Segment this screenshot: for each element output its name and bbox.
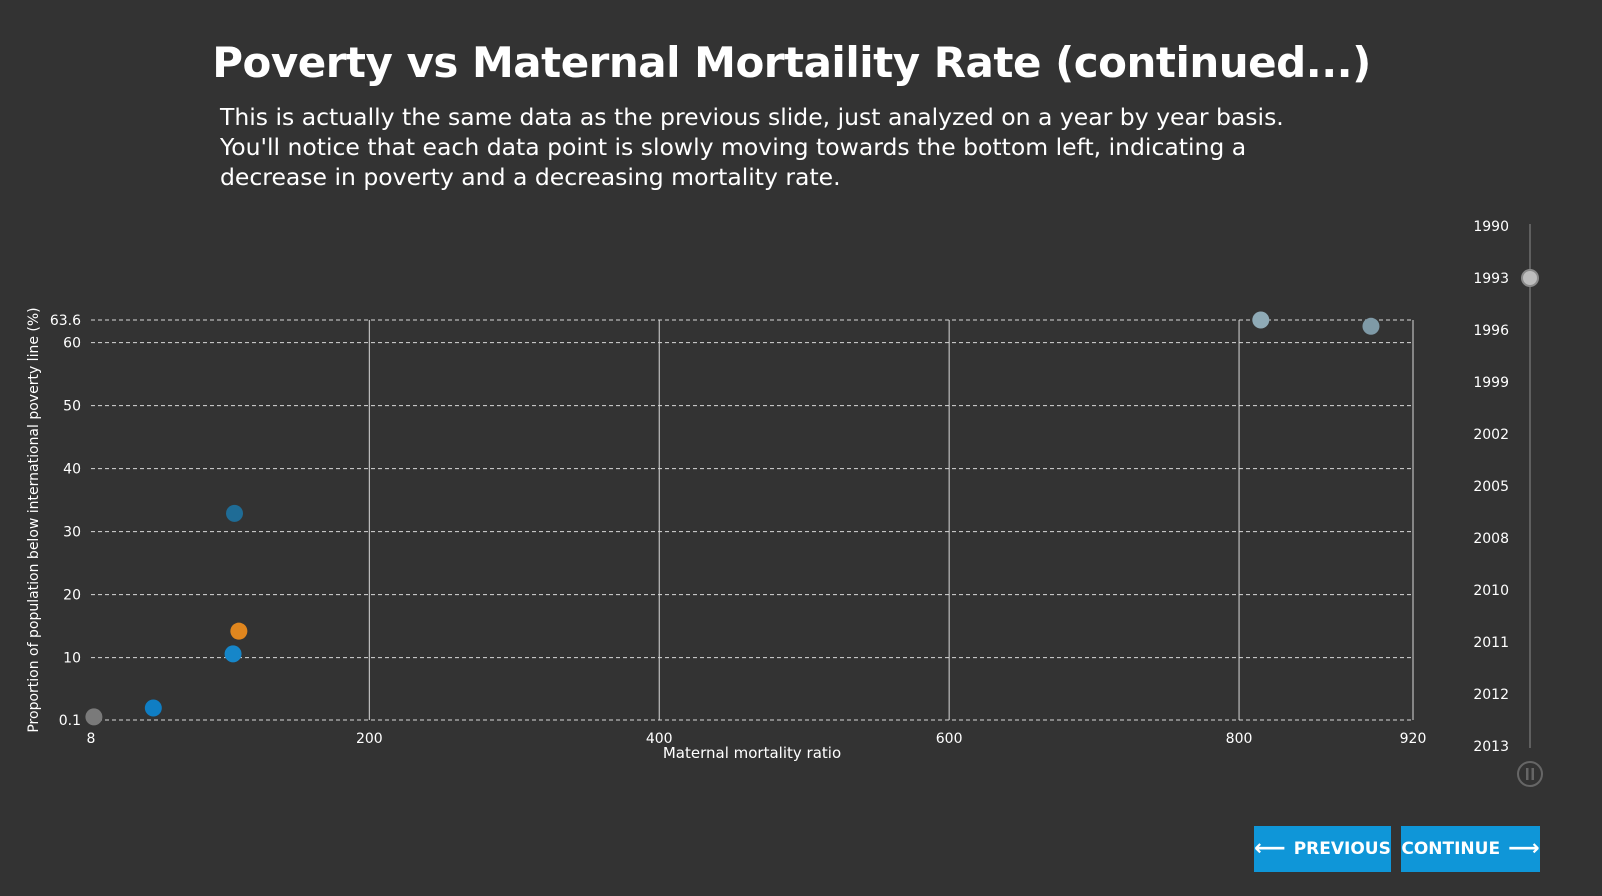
arrow-right-icon: ⟶ [1508,836,1540,861]
data-point[interactable] [224,645,242,663]
year-label[interactable]: 1999 [1473,375,1509,391]
y-tick-label: 40 [63,462,81,478]
page-description: This is actually the same data as the pr… [220,103,1284,191]
y-tick-label: 63.6 [50,313,81,329]
year-label[interactable]: 2002 [1473,427,1509,443]
pause-icon[interactable] [1517,761,1543,787]
data-point[interactable] [1252,311,1270,329]
y-tick-label: 10 [63,651,81,667]
chart-points [85,311,1380,726]
y-axis-label: Proportion of population below internati… [26,307,42,732]
page-title: Poverty vs Maternal Mortaility Rate (con… [212,38,1371,87]
y-tick-label: 20 [63,588,81,604]
x-tick-label: 600 [936,731,963,747]
y-tick-label: 0.1 [59,713,81,729]
y-tick-label: 60 [63,336,81,352]
continue-button-label: CONTINUE [1401,839,1501,859]
x-tick-label: 920 [1400,731,1427,747]
data-point[interactable] [230,622,248,640]
x-tick-label: 200 [356,731,383,747]
chart-grid [91,319,1414,721]
year-label[interactable]: 2012 [1473,687,1509,703]
y-tick-label: 50 [63,399,81,415]
year-label[interactable]: 1993 [1473,271,1509,287]
x-tick-label: 400 [646,731,673,747]
year-label[interactable]: 1990 [1473,219,1509,235]
data-point[interactable] [144,699,162,717]
year-slider[interactable]: 1990 1993 1996 1999 2002 2005 2008 2010 2011 2012… [1473,219,1539,755]
data-point[interactable] [226,504,244,522]
x-tick-label: 800 [1226,731,1253,747]
continue-button[interactable]: CONTINUE ⟶ [1401,826,1540,872]
y-tick-label: 30 [63,525,81,541]
year-label[interactable]: 2011 [1473,635,1509,651]
previous-button[interactable]: ⟵ PREVIOUS [1254,826,1391,872]
pause-button[interactable] [1517,761,1543,787]
chart-ticks: 8 200 400 600 800 920 0.1 10 20 30 40 50 60 63.6 [50,313,1427,747]
year-label[interactable]: 2013 [1473,739,1509,755]
x-tick-label: 8 [87,731,96,747]
data-point[interactable] [1362,317,1380,335]
previous-button-label: PREVIOUS [1293,839,1391,859]
slider-handle[interactable] [1521,269,1539,287]
year-label[interactable]: 1996 [1473,323,1509,339]
data-point[interactable] [85,708,103,726]
year-label[interactable]: 2008 [1473,531,1509,547]
year-label[interactable]: 2010 [1473,583,1509,599]
arrow-left-icon: ⟵ [1254,836,1286,861]
year-label[interactable]: 2005 [1473,479,1509,495]
x-axis-label: Maternal mortality ratio [663,744,841,762]
